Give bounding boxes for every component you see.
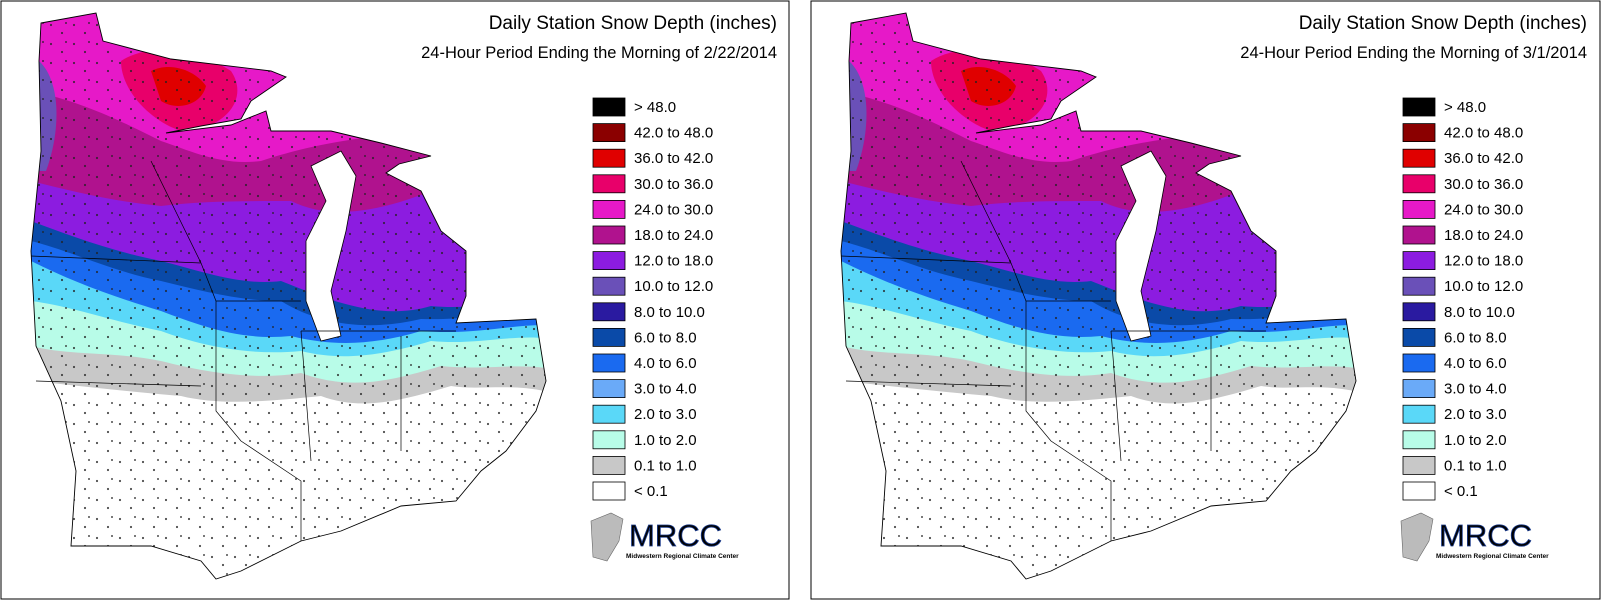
legend-label: 2.0 to 3.0 — [1444, 406, 1507, 423]
legend-label: 30.0 to 36.0 — [1444, 176, 1523, 193]
legend-swatch — [592, 225, 626, 245]
legend-swatch — [592, 430, 626, 450]
legend-swatch — [1402, 481, 1436, 501]
legend-swatch — [1402, 123, 1436, 142]
legend-label: 24.0 to 30.0 — [634, 201, 713, 218]
legend-label: 36.0 to 42.0 — [634, 150, 713, 167]
legend-label: 10.0 to 12.0 — [634, 278, 713, 295]
legend-label: 6.0 to 8.0 — [634, 329, 697, 346]
legend-swatch — [1402, 353, 1436, 373]
legend-swatch — [592, 276, 626, 296]
legend-swatch — [592, 302, 626, 322]
legend-label: 2.0 to 3.0 — [634, 406, 697, 423]
legend-label: < 0.1 — [1444, 483, 1478, 500]
legend-swatch — [1402, 97, 1436, 117]
legend-label: > 48.0 — [634, 99, 676, 116]
legend-swatch — [592, 148, 626, 168]
legend-label: 30.0 to 36.0 — [634, 176, 713, 193]
logo-caption: Midwestern Regional Climate Center — [626, 553, 739, 560]
legend-label: 1.0 to 2.0 — [1444, 432, 1507, 449]
legend-swatch — [592, 379, 626, 399]
legend-label: 36.0 to 42.0 — [1444, 150, 1523, 167]
legend-label: 42.0 to 48.0 — [1444, 125, 1523, 142]
legend-label: 42.0 to 48.0 — [634, 125, 713, 142]
logo-name: MRCC — [629, 518, 722, 553]
legend-label: 12.0 to 18.0 — [634, 253, 713, 270]
subtitle: 24-Hour Period Ending the Morning of 3/1… — [1240, 44, 1587, 62]
legend-label: 10.0 to 12.0 — [1444, 278, 1523, 295]
legend-label: 8.0 to 10.0 — [1444, 304, 1515, 321]
logo-map-icon — [1400, 512, 1434, 562]
legend-label: 3.0 to 4.0 — [634, 381, 697, 398]
panel: Daily Station Snow Depth (inches) 24-Hour… — [0, 0, 790, 601]
legend-swatch — [592, 404, 626, 424]
legend-swatch — [592, 97, 626, 117]
legend-label: 4.0 to 6.0 — [1444, 355, 1507, 372]
legend-label: 0.1 to 1.0 — [1444, 457, 1507, 474]
legend-swatch — [592, 455, 626, 475]
legend-swatch — [1402, 379, 1436, 399]
logo-map-icon — [590, 512, 624, 562]
legend-label: 12.0 to 18.0 — [1444, 253, 1523, 270]
legend-label: 0.1 to 1.0 — [634, 457, 697, 474]
legend-swatch — [1402, 225, 1436, 245]
legend-swatch — [592, 251, 626, 271]
legend-label: 8.0 to 10.0 — [634, 304, 705, 321]
legend-swatch — [592, 353, 626, 373]
title: Daily Station Snow Depth (inches) — [1299, 13, 1587, 34]
legend-swatch — [1402, 251, 1436, 271]
legend-swatch — [1402, 174, 1436, 194]
legend-swatch — [1402, 148, 1436, 168]
subtitle: 24-Hour Period Ending the Morning of 2/2… — [421, 44, 777, 62]
legend-swatch — [1402, 199, 1436, 219]
legend-label: 18.0 to 24.0 — [634, 227, 713, 244]
legend-swatch — [1402, 430, 1436, 450]
legend-label: < 0.1 — [634, 483, 668, 500]
legend-swatch — [1402, 276, 1436, 296]
legend-label: 3.0 to 4.0 — [1444, 381, 1507, 398]
title: Daily Station Snow Depth (inches) — [489, 13, 777, 34]
legend-swatch — [592, 123, 626, 142]
panel: Daily Station Snow Depth (inches) 24-Hour… — [810, 0, 1601, 601]
legend-swatch — [592, 174, 626, 194]
legend-label: 1.0 to 2.0 — [634, 432, 697, 449]
legend-swatch — [1402, 302, 1436, 322]
logo-name: MRCC — [1439, 518, 1532, 553]
legend-swatch — [592, 199, 626, 219]
legend-label: > 48.0 — [1444, 99, 1486, 116]
legend-label: 4.0 to 6.0 — [634, 355, 697, 372]
legend-swatch — [1402, 404, 1436, 424]
legend-label: 18.0 to 24.0 — [1444, 227, 1523, 244]
logo-caption: Midwestern Regional Climate Center — [1436, 553, 1549, 560]
legend-label: 6.0 to 8.0 — [1444, 329, 1507, 346]
legend-swatch — [1402, 455, 1436, 475]
legend-label: 24.0 to 30.0 — [1444, 201, 1523, 218]
legend-swatch — [1402, 327, 1436, 347]
legend-swatch — [592, 327, 626, 347]
legend-swatch — [592, 481, 626, 501]
